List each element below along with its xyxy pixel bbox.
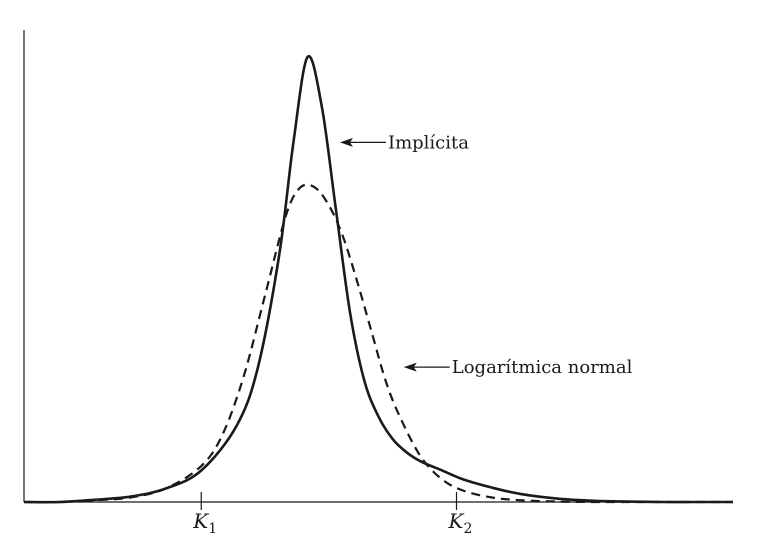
x-tick-label-1: K1 — [192, 509, 217, 537]
axes — [23, 30, 733, 503]
curve-implied — [23, 55, 733, 504]
curves — [23, 55, 733, 504]
x-ticks: K1 K2 — [192, 492, 472, 537]
curve-lognormal — [23, 183, 733, 504]
x-tick-label-2: K2 — [447, 509, 472, 537]
annotation-arrow-head-implied — [339, 137, 353, 147]
annotation-label-lognormal: Logarítmica normal — [452, 357, 633, 378]
annotations: Implícita Logarítmica normal — [339, 132, 633, 378]
annotation-arrow-head-lognormal — [403, 362, 417, 372]
annotation-label-implied: Implícita — [388, 132, 469, 153]
